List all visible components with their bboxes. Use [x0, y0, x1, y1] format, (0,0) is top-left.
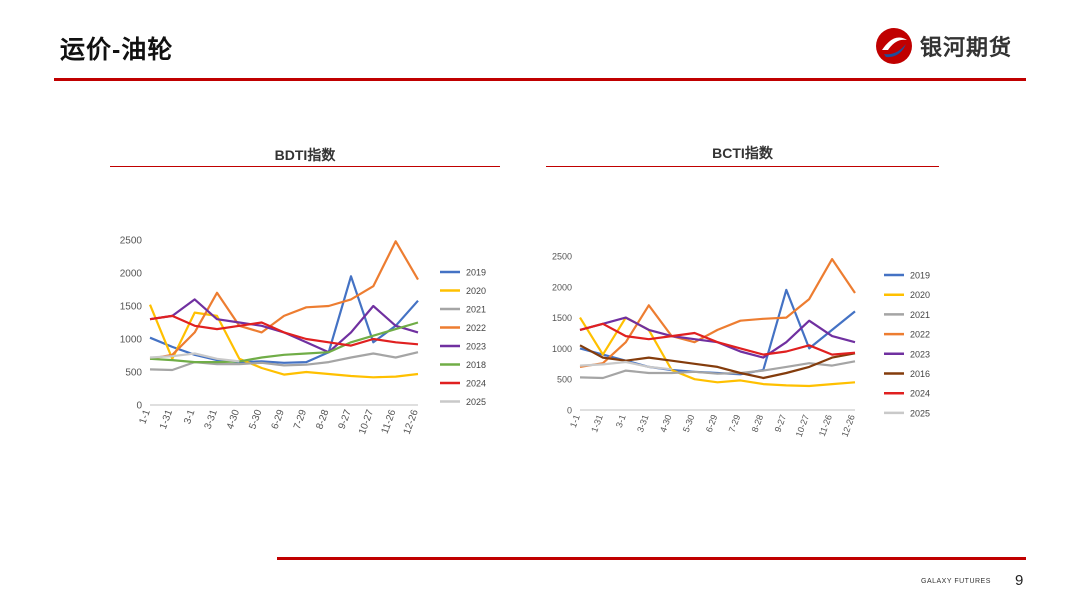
x-tick-label: 1-1 [568, 413, 582, 429]
y-tick-label: 0 [567, 406, 572, 416]
y-tick-label: 0 [136, 401, 142, 412]
series-line-2019 [149, 275, 419, 364]
legend-label: 2018 [466, 360, 486, 370]
legend-label: 2025 [910, 408, 930, 418]
x-tick-label: 11-26 [817, 413, 834, 437]
chart-title-bdti: BDTI指数 [274, 147, 336, 163]
x-tick-label: 9-27 [337, 408, 354, 431]
y-tick-label: 1000 [120, 335, 143, 346]
x-tick-label: 8-28 [314, 408, 331, 431]
legend-label: 2023 [910, 349, 930, 359]
series-line-2020 [148, 304, 419, 379]
x-tick-label: 1-1 [138, 408, 153, 426]
x-tick-label: 10-27 [794, 413, 811, 438]
series-line-2016 [579, 344, 856, 380]
x-tick-label: 3-31 [635, 413, 651, 433]
page-title: 运价-油轮 [60, 36, 174, 64]
series-line-2021 [579, 360, 856, 380]
series-line-2020 [579, 316, 856, 388]
x-tick-label: 3-31 [203, 408, 220, 431]
x-tick-label: 4-30 [658, 413, 674, 433]
x-tick-label: 12-26 [840, 413, 857, 438]
series-line-2022 [579, 258, 856, 368]
y-tick-label: 1500 [552, 313, 572, 323]
company-logo: 银河期货 [874, 26, 1012, 66]
bcti-chart: 0 500 1000 1500 2000 2500 1-1 1-31 3-1 3-31 4-30 5-… [552, 252, 930, 439]
legend-label: 2022 [466, 323, 486, 333]
y-tick-label: 500 [125, 368, 142, 379]
bdti-chart: 0 500 1000 1500 2000 2500 1-1 1-31 3-1 3-31 4-30 5-… [120, 236, 486, 437]
x-tick-label: 6-29 [270, 408, 287, 431]
x-tick-label: 8-28 [750, 413, 766, 433]
x-tick-label: 5-30 [247, 408, 264, 431]
series-line-2025 [149, 352, 240, 363]
page-number: 9 [1015, 572, 1024, 589]
y-tick-label: 2000 [552, 282, 572, 292]
legend-label: 2024 [910, 389, 930, 399]
chart-divider-bdti [110, 166, 500, 167]
series-line-2023 [149, 298, 419, 354]
x-tick-label: 5-30 [681, 413, 697, 433]
legend-label: 2016 [910, 369, 930, 379]
x-tick-label: 3-1 [182, 408, 197, 426]
legend-label: 2021 [910, 310, 930, 320]
chart-divider-bcti [546, 166, 939, 167]
y-tick-label: 2000 [120, 269, 143, 280]
legend-label: 2024 [466, 379, 486, 389]
x-tick-label: 12-26 [402, 408, 421, 436]
x-tick-label: 3-1 [614, 413, 628, 429]
series-line-2018 [149, 321, 419, 364]
legend-label: 2022 [910, 330, 930, 340]
legend-label: 2020 [910, 290, 930, 300]
x-tick-label: 9-27 [773, 413, 789, 433]
y-tick-label: 2500 [120, 236, 143, 247]
y-tick-label: 1000 [552, 344, 572, 354]
galaxy-logo-icon [876, 28, 912, 64]
x-tick-label: 6-29 [704, 413, 720, 433]
brand-name: 银河期货 [920, 35, 1013, 60]
footer-divider [277, 557, 1026, 560]
header-divider [54, 78, 1026, 81]
y-tick-label: 2500 [552, 252, 572, 262]
y-tick-label: 500 [557, 375, 572, 385]
legend-label: 2019 [910, 271, 930, 281]
x-tick-label: 10-27 [357, 408, 376, 436]
legend-label: 2019 [466, 268, 486, 278]
legend-label: 2023 [466, 342, 486, 352]
legend-label: 2020 [466, 286, 486, 296]
series-line-2022 [149, 240, 419, 360]
footer-brand: GALAXY FUTURES [921, 578, 991, 585]
series-line-2025 [579, 360, 672, 371]
y-tick-label: 1500 [120, 302, 143, 313]
legend-label: 2025 [466, 397, 486, 407]
x-tick-label: 1-31 [158, 408, 175, 431]
x-tick-label: 7-29 [292, 408, 309, 431]
chart-title-bcti: BCTI指数 [712, 145, 773, 161]
x-tick-label: 1-31 [589, 413, 605, 433]
x-tick-label: 7-29 [727, 413, 743, 433]
series-line-2024 [579, 322, 856, 356]
x-tick-label: 4-30 [225, 408, 242, 431]
x-tick-label: 11-26 [380, 408, 399, 436]
series-line-2024 [149, 314, 419, 347]
legend-label: 2021 [466, 305, 486, 315]
